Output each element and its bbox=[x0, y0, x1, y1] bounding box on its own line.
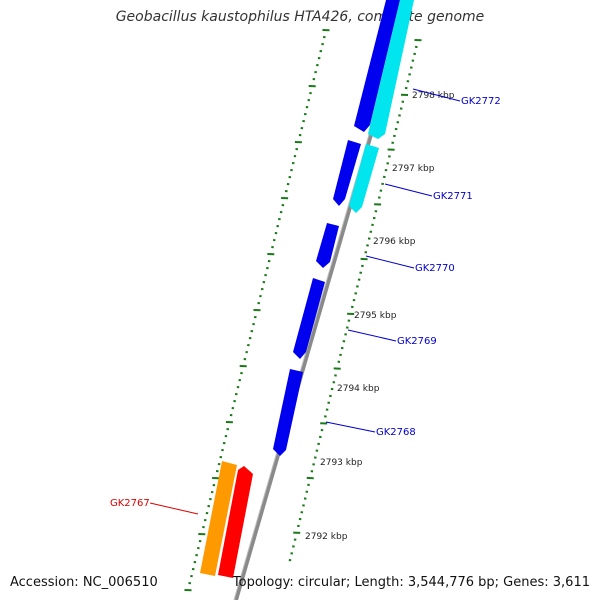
right-tick-track bbox=[288, 39, 422, 562]
accession-text: Accession: NC_006510 bbox=[10, 575, 158, 590]
leader-gk2772 bbox=[412, 88, 461, 102]
gene-label-gk2771[interactable]: GK2771 bbox=[433, 191, 473, 202]
scale-label: 2797 kbp bbox=[392, 164, 435, 174]
gene-label-gk2769[interactable]: GK2769 bbox=[397, 336, 437, 347]
gene-arrow-gk2769[interactable] bbox=[293, 278, 325, 359]
scale-label: 2795 kbp bbox=[354, 311, 397, 321]
scale-label: 2798 kbp bbox=[412, 91, 455, 101]
scale-label: 2792 kbp bbox=[305, 532, 348, 542]
leader-gk2769 bbox=[347, 329, 397, 342]
left-tick-track bbox=[184, 29, 330, 592]
gene-arrow-gk2767-b[interactable] bbox=[218, 466, 253, 578]
scale-label: 2793 kbp bbox=[320, 458, 363, 468]
gene-label-gk2768[interactable]: GK2768 bbox=[376, 427, 416, 438]
gene-label-gk2772[interactable]: GK2772 bbox=[461, 96, 501, 107]
genome-summary-text: Topology: circular; Length: 3,544,776 bp… bbox=[232, 575, 590, 590]
leader-gk2770 bbox=[365, 255, 415, 269]
gene-arrow-gk2768[interactable] bbox=[273, 369, 303, 456]
gene-arrow-gk2771-a[interactable] bbox=[333, 140, 361, 206]
gene-labels: GK2772 GK2771 GK2770 GK2769 GK2768 GK276… bbox=[110, 96, 501, 509]
leader-gk2767 bbox=[149, 502, 199, 515]
gene-arrow-gk2772-a[interactable] bbox=[354, 0, 400, 132]
leader-gk2771 bbox=[384, 183, 433, 197]
gene-arrow-gk2770[interactable] bbox=[316, 223, 339, 268]
gene-arrow-gk2771-b[interactable] bbox=[349, 144, 379, 213]
scale-label: 2796 kbp bbox=[373, 237, 416, 247]
gene-arrow-gk2772-b[interactable] bbox=[368, 0, 414, 139]
leader-gk2768 bbox=[325, 421, 376, 433]
gene-leaders bbox=[149, 88, 461, 515]
gene-arrow-gk2767-a[interactable] bbox=[200, 461, 237, 576]
scale-label: 2794 kbp bbox=[337, 384, 380, 394]
gene-label-gk2767[interactable]: GK2767 bbox=[110, 498, 150, 509]
scale-labels: 2798 kbp 2797 kbp 2796 kbp 2795 kbp 2794… bbox=[305, 91, 455, 542]
gene-label-gk2770[interactable]: GK2770 bbox=[415, 263, 455, 274]
